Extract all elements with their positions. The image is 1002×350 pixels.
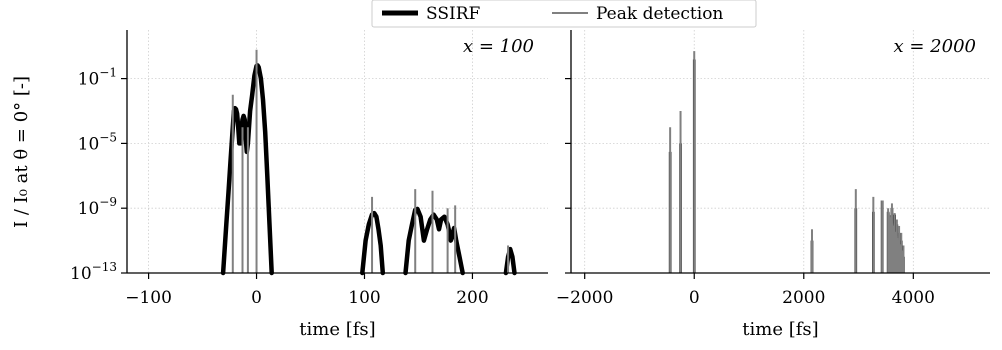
ssirf-lobe-1-1	[220, 63, 274, 276]
data-layer	[220, 49, 905, 276]
legend-label-2: Peak detection	[596, 4, 723, 24]
panel-1-xtick-label-3: 100	[348, 288, 380, 308]
panel-1-annotation: x = 100	[463, 36, 534, 57]
ytick-label-4: 10−1	[78, 66, 117, 90]
text-layer: −100 0 100 200 10−13 10−9 10−5 10−1 time [fs] x =…	[11, 36, 976, 340]
ssirf-lobe-1-3	[403, 206, 465, 276]
ylabel: I / I₀ at θ = 0° [-]	[11, 76, 32, 228]
panel-1-xtick-label-2: 0	[251, 288, 262, 308]
panel-2-xtick-label-4: 4000	[892, 288, 935, 308]
panel-2-xtick-label-3: 2000	[782, 288, 825, 308]
panel-2-annotation: x = 2000	[894, 36, 977, 57]
panel-1-xlabel: time [fs]	[299, 319, 375, 340]
legend: SSIRF Peak detection	[371, 0, 757, 28]
ytick-label-2: 10−9	[78, 195, 117, 219]
ytick-label-3: 10−5	[78, 130, 117, 154]
panel-2-xlabel: time [fs]	[742, 319, 818, 340]
ytick-label-1: 10−13	[70, 260, 117, 284]
legend-label-1: SSIRF	[426, 4, 481, 24]
panel-2-xtick-label-1: −2000	[556, 288, 614, 308]
ssirf-lobe-1-2	[360, 210, 386, 276]
panel-2-xtick-label-2: 0	[689, 288, 700, 308]
axes-layer	[121, 30, 990, 279]
panel-1-xtick-label-1: −100	[125, 288, 172, 308]
panel-1-xtick-label-4: 200	[456, 288, 488, 308]
